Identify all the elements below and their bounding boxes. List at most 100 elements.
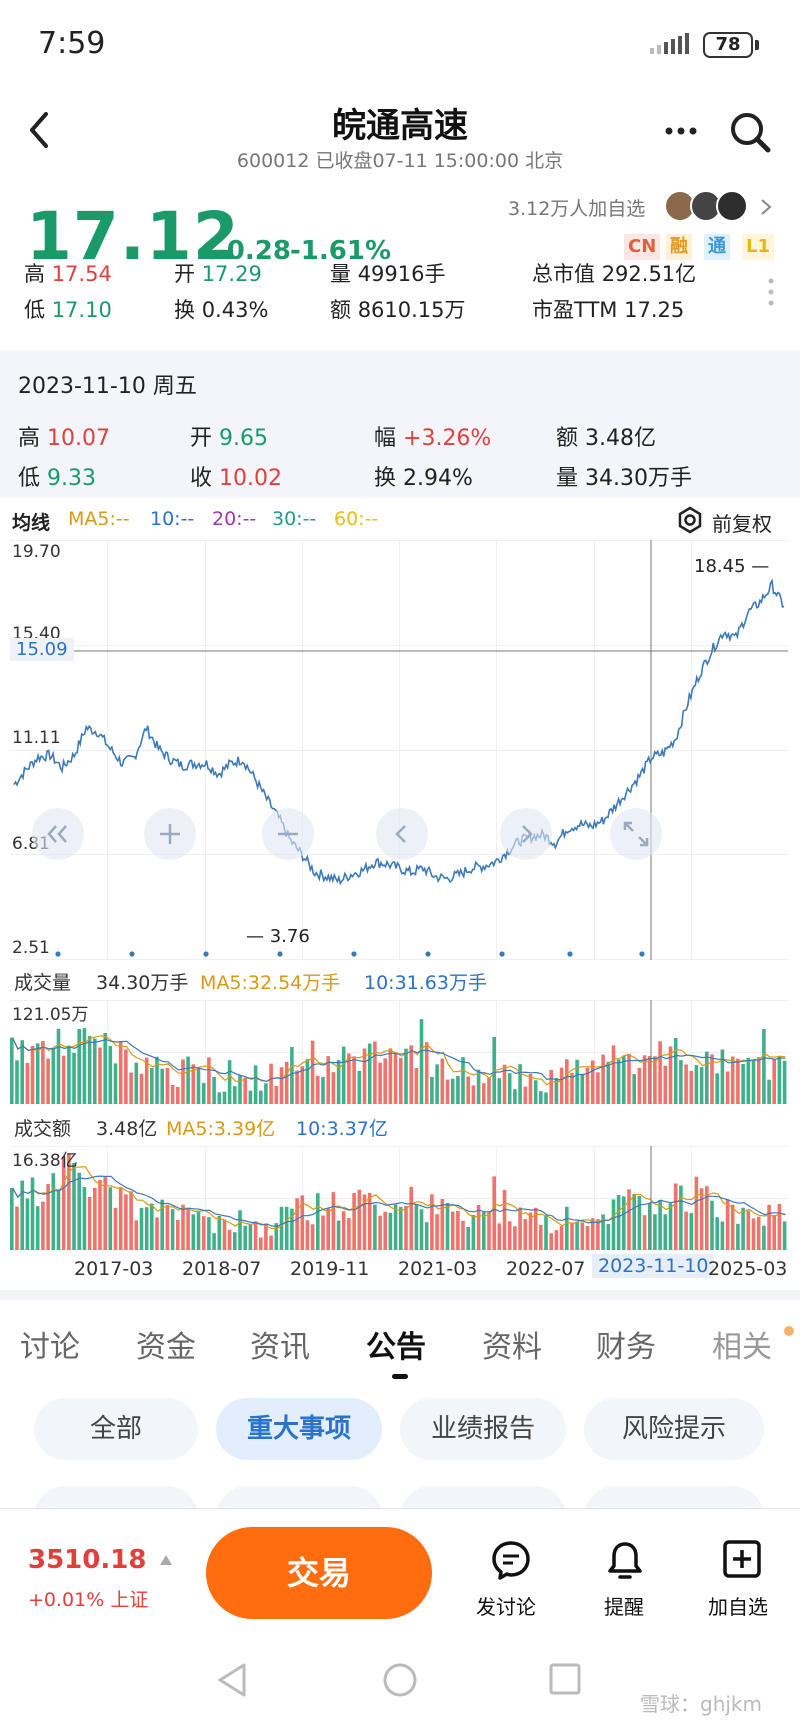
chip-partial[interactable] [400, 1486, 566, 1510]
chevron-right-icon[interactable] [760, 198, 772, 216]
post-discussion-button[interactable]: 发讨论 [470, 1539, 550, 1623]
chips-second-row [0, 1486, 800, 1510]
bar [347, 1218, 351, 1250]
tab-finance[interactable]: 财务 [596, 1330, 656, 1365]
bar [762, 1225, 766, 1250]
tab-discussion[interactable]: 讨论 [20, 1330, 80, 1365]
chip-major-events[interactable]: 重大事项 [216, 1398, 382, 1460]
add-watchlist-label: 加自选 [708, 1595, 768, 1619]
bar [347, 1053, 351, 1104]
amount-y-max: 16.38亿 [12, 1151, 78, 1171]
nav-back-icon[interactable] [216, 1662, 248, 1698]
bar [274, 1223, 279, 1250]
bar [129, 1191, 133, 1250]
bar [642, 1055, 647, 1104]
tab-capital[interactable]: 资金 [136, 1330, 196, 1365]
bar [284, 1206, 289, 1250]
scroll-left-button[interactable] [32, 808, 84, 860]
quote-stats: 高 17.54 开 17.29 量 49916手 总市值 292.51亿 低 1… [24, 258, 764, 338]
nav-home-icon[interactable] [382, 1662, 418, 1698]
bar [82, 1187, 87, 1250]
step-right-button[interactable] [500, 808, 552, 860]
bar [513, 1089, 517, 1104]
fullscreen-button[interactable] [610, 808, 662, 860]
volume-chart[interactable]: 121.05万 [10, 1000, 788, 1104]
step-left-button[interactable] [376, 808, 428, 860]
amount-ma5: MA5:3.39亿 [166, 1118, 276, 1140]
bar [274, 1085, 279, 1104]
price-chart-svg[interactable] [10, 540, 788, 960]
bar [150, 1203, 154, 1250]
expand-vertical-icon[interactable] [768, 278, 774, 306]
badge-margin: 融 [666, 234, 692, 260]
badge-l1: L1 [742, 234, 774, 260]
bar [710, 1200, 714, 1250]
bar [295, 1070, 299, 1104]
bar [51, 1173, 56, 1250]
watchers-count[interactable]: 3.12万人加自选 [508, 198, 646, 220]
bar [435, 1064, 439, 1104]
bar [611, 1199, 616, 1250]
triangle-up-icon [160, 1555, 172, 1565]
bar [170, 1209, 175, 1250]
event-marker [277, 951, 283, 957]
bar [590, 1060, 595, 1104]
chip-earnings[interactable]: 业绩报告 [400, 1398, 566, 1460]
bar [544, 1092, 548, 1104]
day-amplitude: 幅 +3.26% [374, 426, 492, 451]
chip-partial[interactable] [584, 1486, 764, 1510]
alert-button[interactable]: 提醒 [584, 1539, 664, 1623]
watcher-avatars[interactable] [664, 190, 750, 222]
bar [513, 1226, 517, 1250]
bell-icon [604, 1539, 646, 1581]
event-marker [129, 951, 135, 957]
tab-related[interactable]: 相关 [712, 1330, 772, 1365]
amount-chart[interactable]: 16.38亿 [10, 1146, 788, 1250]
tab-announcements[interactable]: 公告 [366, 1330, 426, 1365]
bar [715, 1073, 719, 1104]
ma10-label: 10:-- [150, 508, 195, 530]
ma20-label: 20:-- [212, 508, 257, 530]
tab-active-indicator [392, 1374, 408, 1379]
add-watchlist-button[interactable]: 加自选 [698, 1539, 784, 1623]
chip-all[interactable]: 全部 [34, 1398, 198, 1460]
zoom-in-button[interactable] [144, 808, 196, 860]
trade-button[interactable]: 交易 [206, 1527, 432, 1619]
bar [663, 1065, 668, 1104]
bar [782, 1221, 787, 1250]
bar [461, 1057, 465, 1104]
bar [264, 1224, 268, 1250]
bar [507, 1073, 512, 1104]
bar [357, 1189, 362, 1250]
tab-profile[interactable]: 资料 [482, 1330, 542, 1365]
bar [67, 1045, 71, 1104]
bar [404, 1048, 408, 1104]
zoom-out-button[interactable] [262, 808, 314, 860]
chip-risk[interactable]: 风险提示 [584, 1398, 764, 1460]
quote-section: 17.12 -0.28 -1.61% 3.12万人加自选 CN 融 通 L1 高… [0, 180, 800, 350]
bar [310, 1224, 315, 1250]
bar [440, 1058, 445, 1104]
chip-partial[interactable] [34, 1486, 198, 1510]
tab-news[interactable]: 资讯 [250, 1330, 310, 1365]
add-square-icon [722, 1539, 762, 1579]
bar [15, 1206, 19, 1250]
bar [409, 1186, 413, 1250]
bar [30, 1046, 35, 1104]
bar [679, 1185, 683, 1250]
price-chart[interactable]: 19.70 15.40 11.11 6.81 2.51 15.09 18.45 … [10, 540, 788, 960]
bar [720, 1049, 725, 1104]
bar [606, 1061, 611, 1104]
price-line [13, 578, 785, 886]
bar [336, 1220, 341, 1250]
back-icon[interactable] [24, 110, 54, 150]
chip-partial[interactable] [216, 1486, 382, 1510]
more-icon[interactable] [664, 126, 698, 136]
event-marker [203, 951, 209, 957]
bar [41, 1201, 45, 1250]
bar [424, 1222, 429, 1250]
index-quote[interactable]: 3510.18 +0.01% 上证 [28, 1545, 178, 1615]
search-icon[interactable] [728, 110, 772, 154]
nav-recents-icon[interactable] [548, 1662, 582, 1696]
volume-label: 成交量 [14, 972, 72, 994]
